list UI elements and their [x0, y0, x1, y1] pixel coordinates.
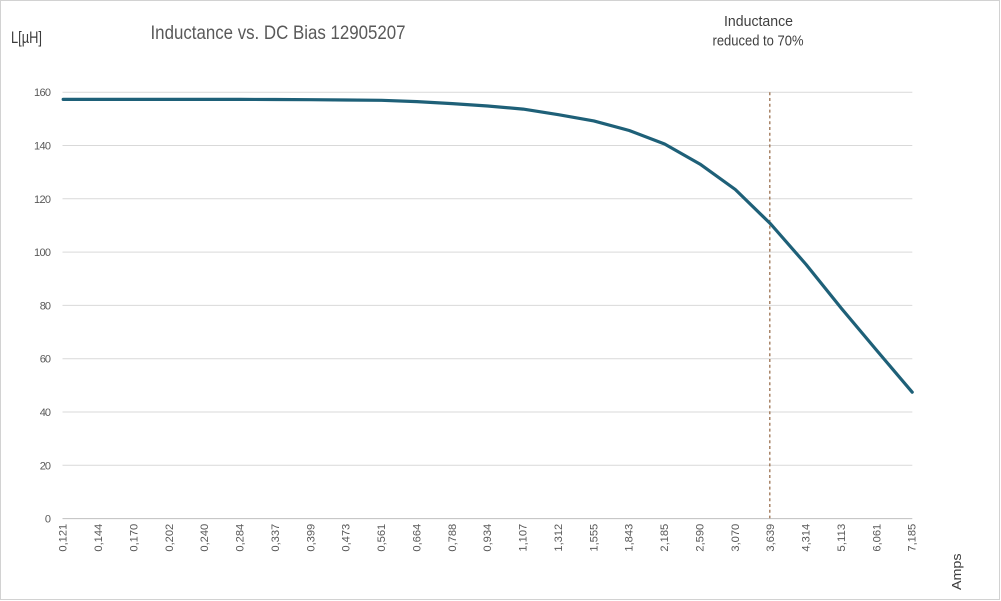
- svg-text:Inductance: Inductance: [724, 13, 793, 30]
- svg-text:120: 120: [34, 194, 51, 206]
- svg-text:100: 100: [34, 247, 51, 259]
- svg-text:0,473: 0,473: [341, 524, 353, 552]
- svg-text:1,843: 1,843: [624, 524, 636, 552]
- svg-text:160: 160: [34, 87, 51, 99]
- svg-text:40: 40: [40, 407, 51, 419]
- svg-text:20: 20: [40, 460, 51, 472]
- svg-text:3,070: 3,070: [730, 524, 742, 552]
- svg-text:2,590: 2,590: [695, 524, 707, 552]
- svg-text:0,399: 0,399: [305, 524, 317, 552]
- svg-text:0,934: 0,934: [482, 524, 494, 552]
- svg-text:reduced to 70%: reduced to 70%: [713, 32, 804, 49]
- svg-text:4,314: 4,314: [801, 524, 813, 552]
- svg-text:1,312: 1,312: [553, 524, 565, 552]
- svg-text:0,284: 0,284: [235, 524, 247, 552]
- svg-text:0,788: 0,788: [447, 524, 459, 552]
- svg-text:Inductance vs. DC Bias 1290520: Inductance vs. DC Bias 12905207: [151, 22, 406, 44]
- svg-text:Amps: Amps: [949, 553, 964, 590]
- svg-text:140: 140: [34, 141, 51, 153]
- svg-text:80: 80: [40, 300, 51, 312]
- svg-text:0,144: 0,144: [93, 524, 105, 552]
- svg-text:0,561: 0,561: [376, 524, 388, 552]
- svg-text:5,113: 5,113: [836, 524, 848, 552]
- svg-text:0,664: 0,664: [411, 524, 423, 552]
- svg-text:L[µH]: L[µH]: [11, 28, 42, 47]
- svg-text:1,107: 1,107: [518, 524, 530, 552]
- svg-text:0,337: 0,337: [270, 524, 282, 552]
- svg-text:0,240: 0,240: [199, 524, 211, 552]
- svg-text:0,170: 0,170: [128, 524, 140, 552]
- svg-text:0: 0: [45, 514, 51, 526]
- svg-text:60: 60: [40, 354, 51, 366]
- svg-text:6,061: 6,061: [871, 524, 883, 552]
- svg-text:2,185: 2,185: [659, 524, 671, 552]
- svg-text:0,202: 0,202: [164, 524, 176, 552]
- svg-text:0,121: 0,121: [58, 524, 70, 552]
- svg-text:1,555: 1,555: [588, 524, 600, 552]
- svg-text:3,639: 3,639: [765, 524, 777, 552]
- svg-text:7,185: 7,185: [907, 524, 919, 552]
